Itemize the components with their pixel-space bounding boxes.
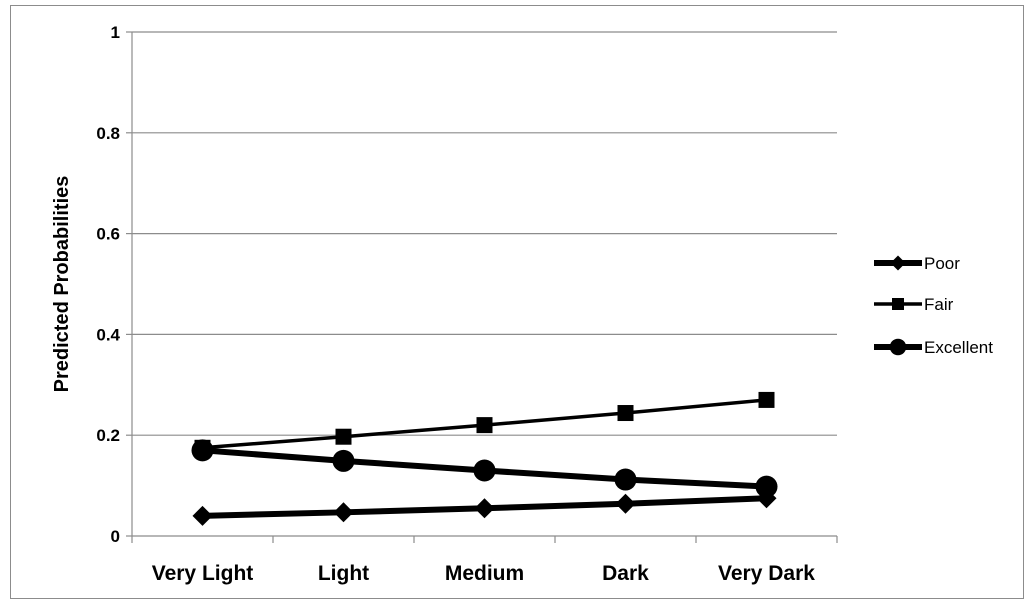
data-point-diamond — [192, 505, 213, 526]
data-point-circle — [332, 449, 355, 472]
data-point-diamond — [615, 493, 636, 514]
y-tick-label: 0.6 — [96, 225, 120, 244]
y-tick-label: 0.4 — [96, 325, 120, 344]
data-point-circle — [191, 439, 214, 462]
x-category-label: Medium — [445, 562, 524, 585]
data-point-square — [335, 428, 352, 445]
y-tick-label: 0.8 — [96, 124, 120, 143]
y-tick-label: 1 — [111, 23, 120, 42]
legend-item-poor: Poor — [874, 254, 960, 273]
series-fair — [194, 391, 775, 456]
series-poor — [192, 488, 777, 526]
y-tick-label: 0.2 — [96, 426, 120, 445]
x-category-label: Dark — [602, 562, 649, 585]
data-point-diamond — [890, 255, 906, 271]
data-point-square — [892, 298, 904, 310]
legend-label: Excellent — [924, 338, 993, 357]
legend-label: Poor — [924, 254, 960, 273]
data-point-square — [617, 405, 634, 422]
series-excellent — [191, 439, 778, 498]
chart-frame — [10, 5, 1024, 599]
legend-item-fair: Fair — [874, 295, 954, 314]
x-category-labels: Very Light Light Medium Dark Very Dark — [152, 562, 816, 585]
axes — [126, 31, 838, 543]
data-point-circle — [889, 338, 907, 356]
y-tick-labels: 0 0.2 0.4 0.6 0.8 1 — [96, 23, 120, 546]
data-point-square — [758, 391, 775, 408]
data-point-circle — [755, 475, 778, 498]
x-category-label: Light — [318, 562, 369, 585]
legend-item-excellent: Excellent — [874, 338, 993, 357]
series-group — [191, 391, 778, 526]
x-category-label: Very Dark — [718, 562, 815, 585]
y-axis-title: Predicted Probabilities — [51, 176, 73, 393]
data-point-diamond — [474, 498, 495, 519]
y-tick-label: 0 — [111, 527, 120, 546]
legend: Poor Fair Excellent — [874, 254, 993, 357]
grid-lines — [132, 31, 837, 436]
data-point-circle — [473, 459, 496, 482]
x-category-label: Very Light — [152, 562, 254, 585]
data-point-diamond — [333, 502, 354, 523]
data-point-circle — [614, 468, 637, 491]
data-point-square — [476, 417, 493, 434]
legend-label: Fair — [924, 295, 954, 314]
